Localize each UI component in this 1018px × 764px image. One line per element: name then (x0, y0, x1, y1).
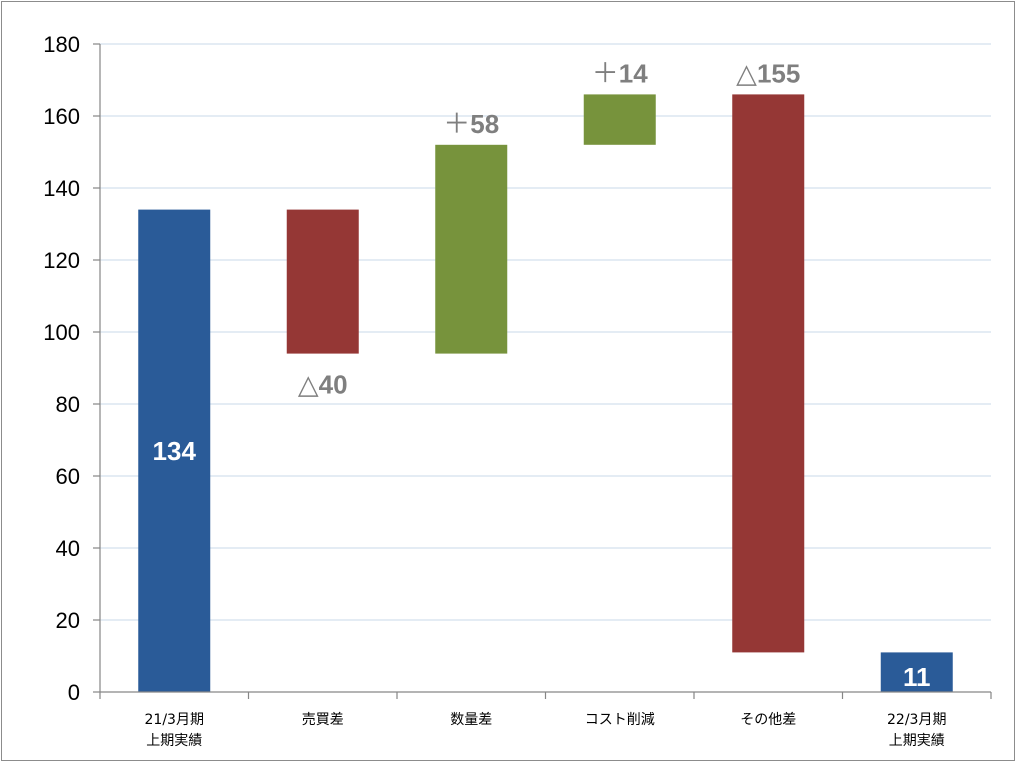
gridlines (100, 43, 991, 621)
y-tick-label-100: 100 (43, 320, 80, 345)
y-tick-label-180: 180 (43, 32, 80, 57)
x-tick-label-4: その他差 (740, 712, 796, 728)
x-tick-label-3: コスト削減 (585, 711, 655, 728)
y-tick-label-20: 20 (56, 608, 80, 633)
bar-2 (435, 144, 508, 354)
y-tick-label-60: 60 (56, 464, 80, 489)
x-tick-label-2: 数量差 (450, 712, 492, 728)
bar-3 (583, 94, 656, 145)
bar-5 (880, 652, 953, 692)
x-tick-label-0: 21/3月期上期実績 (145, 712, 204, 749)
bar-1 (286, 209, 359, 354)
data-label-5: 11 (903, 662, 931, 692)
data-label-3: ＋14 (592, 58, 648, 89)
data-label-1: △40 (298, 370, 348, 401)
data-labels: 134 △40 ＋58 ＋14 △155 11 (153, 58, 931, 692)
y-tick-label-80: 80 (56, 392, 80, 417)
bars (138, 94, 953, 692)
bar-4 (732, 94, 805, 653)
y-tick-label-120: 120 (43, 248, 80, 273)
y-tick-label-140: 140 (43, 176, 80, 201)
x-tick-label-5: 22/3月期上期実績 (887, 712, 946, 749)
y-tick-label-40: 40 (56, 536, 80, 561)
x-tick-label-1: 売買差 (302, 712, 344, 728)
axes: 0 20 40 60 80 100 120 140 160 180 21/3月期上期実績 売買差 数量差… (43, 32, 992, 749)
data-label-0: 134 (153, 436, 197, 466)
y-tick-label-0: 0 (68, 680, 80, 705)
y-tick-label-160: 160 (43, 104, 80, 129)
data-label-4: △155 (736, 58, 800, 89)
data-label-2: ＋58 (443, 109, 499, 140)
bar-0 (138, 209, 211, 692)
